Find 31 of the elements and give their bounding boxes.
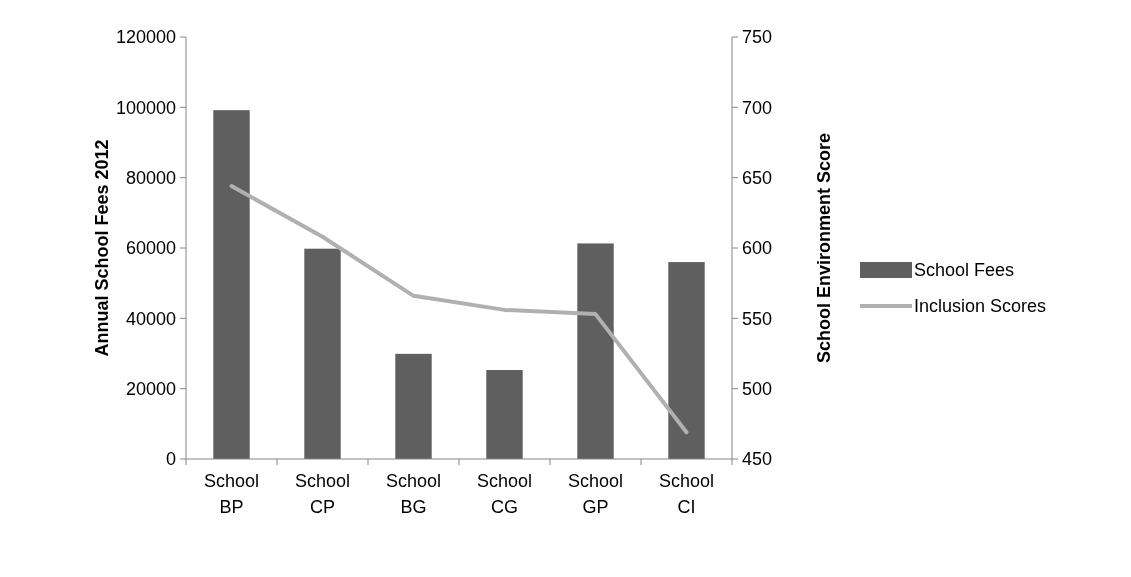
bar: [213, 110, 250, 459]
y2-tick-label: 750: [742, 27, 773, 48]
x-tick-label: School BG: [385, 471, 442, 517]
y-tick-label: 80000: [125, 167, 176, 188]
y2-tick-label: 700: [742, 97, 773, 118]
y2-tick-label: 550: [742, 308, 773, 329]
bar: [395, 353, 432, 459]
y2-tick-label: 450: [742, 449, 773, 470]
legend-label: School Fees: [914, 260, 1015, 281]
bar: [486, 370, 523, 459]
y-tick-label: 40000: [125, 308, 176, 329]
bar: [577, 243, 614, 459]
x-tick-label: School CP: [294, 471, 351, 517]
y-tick-label: 100000: [115, 97, 176, 118]
x-tick-label: School GP: [567, 471, 624, 517]
x-tick-label: School CI: [658, 471, 715, 517]
bar: [304, 248, 341, 459]
y2-axis-title: School Environment Score: [814, 132, 834, 364]
line-series: [229, 184, 689, 435]
x-tick-label: School CG: [476, 471, 533, 517]
legend-label: Inclusion Scores: [914, 296, 1047, 317]
bar: [668, 262, 705, 459]
y-tick-label: 120000: [115, 27, 176, 48]
y-axis-title: Annual School Fees 2012: [92, 139, 112, 357]
y-tick-label: 60000: [125, 238, 176, 259]
y2-tick-label: 650: [742, 167, 773, 188]
y-tick-label: 20000: [125, 378, 176, 399]
y2-tick-label: 600: [742, 238, 773, 259]
x-tick-label: School BP: [203, 471, 260, 517]
y-tick-label: 0: [165, 449, 176, 470]
y2-tick-label: 500: [742, 378, 773, 399]
